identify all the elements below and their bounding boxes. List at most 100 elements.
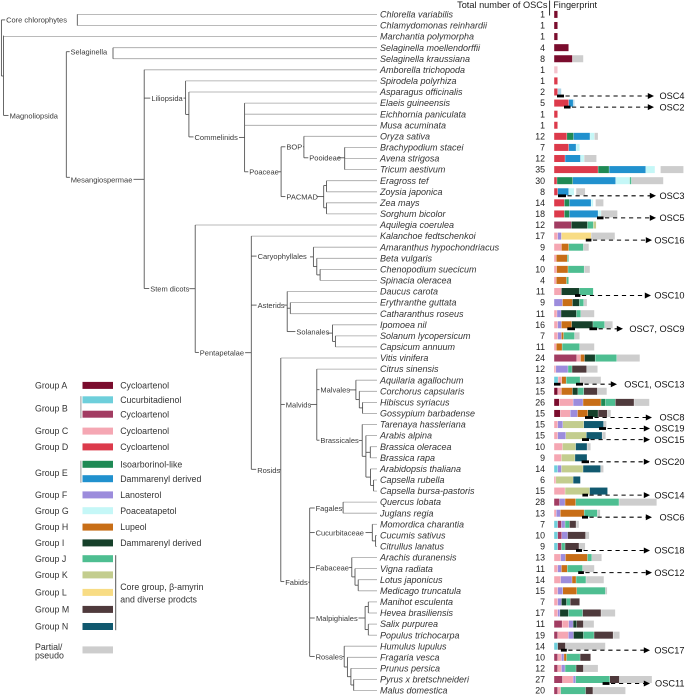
svg-text:2: 2 bbox=[540, 87, 545, 97]
svg-text:14: 14 bbox=[535, 641, 545, 651]
svg-text:Arabidopsis thaliana: Arabidopsis thaliana bbox=[379, 464, 461, 474]
svg-text:Capsella rubella: Capsella rubella bbox=[380, 475, 445, 485]
svg-text:13: 13 bbox=[535, 553, 545, 563]
svg-text:Citrus sinensis: Citrus sinensis bbox=[380, 364, 439, 374]
svg-text:Eragross tef: Eragross tef bbox=[380, 176, 430, 186]
svg-text:Hevea brasiliensis: Hevea brasiliensis bbox=[380, 608, 454, 618]
svg-text:Marchantia polymorpha: Marchantia polymorpha bbox=[380, 32, 474, 42]
svg-text:Arabis alpina: Arabis alpina bbox=[379, 431, 432, 441]
svg-text:7: 7 bbox=[540, 143, 545, 153]
svg-text:Tricum aestivum: Tricum aestivum bbox=[380, 165, 446, 175]
svg-text:Cycloartenol: Cycloartenol bbox=[120, 426, 169, 436]
svg-text:Salix purpurea: Salix purpurea bbox=[380, 619, 438, 629]
svg-text:Solanum lycopersicum: Solanum lycopersicum bbox=[380, 331, 471, 341]
svg-text:Cycloartenol: Cycloartenol bbox=[120, 381, 169, 391]
svg-text:Zoysia japonica: Zoysia japonica bbox=[379, 187, 443, 197]
svg-text:pseudo: pseudo bbox=[35, 651, 64, 661]
svg-text:4: 4 bbox=[540, 276, 545, 286]
svg-text:OSC14: OSC14 bbox=[654, 490, 684, 500]
svg-text:OSC2: OSC2 bbox=[659, 102, 684, 112]
svg-text:Medicago truncatula: Medicago truncatula bbox=[380, 586, 461, 596]
svg-text:Corchorus capsularis: Corchorus capsularis bbox=[380, 386, 465, 396]
svg-text:Asterids: Asterids bbox=[258, 301, 285, 310]
svg-text:Total number of OSCs: Total number of OSCs bbox=[457, 0, 548, 10]
svg-text:Fingerprint: Fingerprint bbox=[553, 0, 597, 10]
svg-text:OSC8: OSC8 bbox=[659, 413, 684, 423]
svg-text:OSC15: OSC15 bbox=[654, 435, 684, 445]
svg-text:10: 10 bbox=[535, 652, 545, 662]
svg-text:PACMAD: PACMAD bbox=[286, 193, 318, 202]
svg-text:Group A: Group A bbox=[35, 381, 67, 391]
svg-text:Arachis duranensis: Arachis duranensis bbox=[379, 553, 457, 563]
svg-text:11: 11 bbox=[536, 287, 545, 297]
svg-text:15: 15 bbox=[535, 486, 545, 496]
svg-text:OSC12: OSC12 bbox=[654, 568, 684, 578]
svg-text:Group N: Group N bbox=[35, 622, 68, 632]
svg-text:1: 1 bbox=[540, 120, 545, 130]
svg-text:12: 12 bbox=[535, 364, 545, 374]
svg-text:BOP: BOP bbox=[286, 143, 302, 152]
svg-text:4: 4 bbox=[540, 43, 545, 53]
svg-text:Group C: Group C bbox=[35, 426, 69, 436]
svg-text:Catharanthus roseus: Catharanthus roseus bbox=[380, 309, 464, 319]
svg-text:Rosales: Rosales bbox=[316, 652, 343, 661]
svg-text:1: 1 bbox=[540, 76, 545, 86]
svg-text:Elaeis guineensis: Elaeis guineensis bbox=[380, 98, 451, 108]
svg-text:Lanosterol: Lanosterol bbox=[120, 490, 161, 500]
svg-text:13: 13 bbox=[535, 508, 545, 518]
svg-text:Isoarborinol-like: Isoarborinol-like bbox=[120, 459, 182, 469]
svg-text:Spirodela polyrhiza: Spirodela polyrhiza bbox=[380, 76, 457, 86]
svg-text:Brachypodium stacei: Brachypodium stacei bbox=[380, 143, 465, 153]
svg-text:Quercus lobata: Quercus lobata bbox=[380, 497, 441, 507]
svg-text:Solanales: Solanales bbox=[296, 328, 329, 337]
svg-text:Group B: Group B bbox=[35, 404, 68, 414]
svg-text:Magnoliopsida: Magnoliopsida bbox=[10, 111, 59, 120]
svg-text:Amaranthus hypochondriacus: Amaranthus hypochondriacus bbox=[379, 242, 500, 252]
svg-text:9: 9 bbox=[540, 453, 545, 463]
svg-text:OSC7, OSC9: OSC7, OSC9 bbox=[629, 324, 684, 334]
svg-text:16: 16 bbox=[535, 320, 545, 330]
svg-text:Partial/: Partial/ bbox=[35, 642, 63, 652]
svg-text:1: 1 bbox=[540, 32, 545, 42]
svg-text:Brassicales: Brassicales bbox=[320, 436, 359, 445]
svg-text:Citrullus lanatus: Citrullus lanatus bbox=[380, 542, 445, 552]
svg-text:1: 1 bbox=[540, 10, 545, 20]
svg-text:9: 9 bbox=[540, 542, 545, 552]
svg-text:14: 14 bbox=[535, 575, 545, 585]
svg-text:28: 28 bbox=[535, 497, 545, 507]
svg-text:Poaceatapetol: Poaceatapetol bbox=[120, 506, 176, 516]
svg-text:7: 7 bbox=[540, 519, 545, 529]
svg-text:Oryza sativa: Oryza sativa bbox=[380, 131, 430, 141]
svg-text:4: 4 bbox=[540, 253, 545, 263]
svg-text:OSC19: OSC19 bbox=[654, 424, 684, 434]
svg-text:Fabids: Fabids bbox=[285, 578, 308, 587]
svg-text:OSC4: OSC4 bbox=[659, 91, 684, 101]
svg-text:Malpighiales: Malpighiales bbox=[316, 614, 358, 623]
svg-text:OSC11: OSC11 bbox=[655, 679, 684, 689]
svg-text:Cycloartenol: Cycloartenol bbox=[120, 442, 169, 452]
svg-text:Group F: Group F bbox=[35, 490, 68, 500]
svg-text:Mesangiospermae: Mesangiospermae bbox=[71, 175, 133, 184]
svg-text:Zea mays: Zea mays bbox=[379, 198, 420, 208]
svg-text:Selaginella moellendorffii: Selaginella moellendorffii bbox=[380, 43, 481, 53]
svg-text:17: 17 bbox=[535, 231, 545, 241]
svg-text:27: 27 bbox=[535, 675, 545, 685]
svg-text:Brassica rapa: Brassica rapa bbox=[380, 453, 435, 463]
svg-text:Pyrus x bretschneideri: Pyrus x bretschneideri bbox=[380, 675, 470, 685]
svg-text:Capsella bursa-pastoris: Capsella bursa-pastoris bbox=[380, 486, 475, 496]
svg-text:Group G: Group G bbox=[35, 506, 69, 516]
svg-text:12: 12 bbox=[535, 220, 545, 230]
svg-text:Sorghum bicolor: Sorghum bicolor bbox=[380, 209, 447, 219]
svg-text:Selaginella: Selaginella bbox=[71, 48, 109, 57]
svg-text:OSC3: OSC3 bbox=[659, 191, 684, 201]
svg-text:Stem dicots: Stem dicots bbox=[150, 284, 189, 293]
svg-text:Selaginella kraussiana: Selaginella kraussiana bbox=[380, 54, 470, 64]
svg-text:Beta vulgaris: Beta vulgaris bbox=[380, 253, 433, 263]
svg-text:18: 18 bbox=[535, 209, 545, 219]
svg-text:11: 11 bbox=[536, 309, 545, 319]
svg-text:20: 20 bbox=[535, 686, 545, 695]
svg-text:Spinacia oleracea: Spinacia oleracea bbox=[380, 276, 452, 286]
svg-text:OSC16: OSC16 bbox=[654, 235, 684, 245]
svg-text:11: 11 bbox=[536, 619, 545, 629]
svg-text:15: 15 bbox=[535, 431, 545, 441]
